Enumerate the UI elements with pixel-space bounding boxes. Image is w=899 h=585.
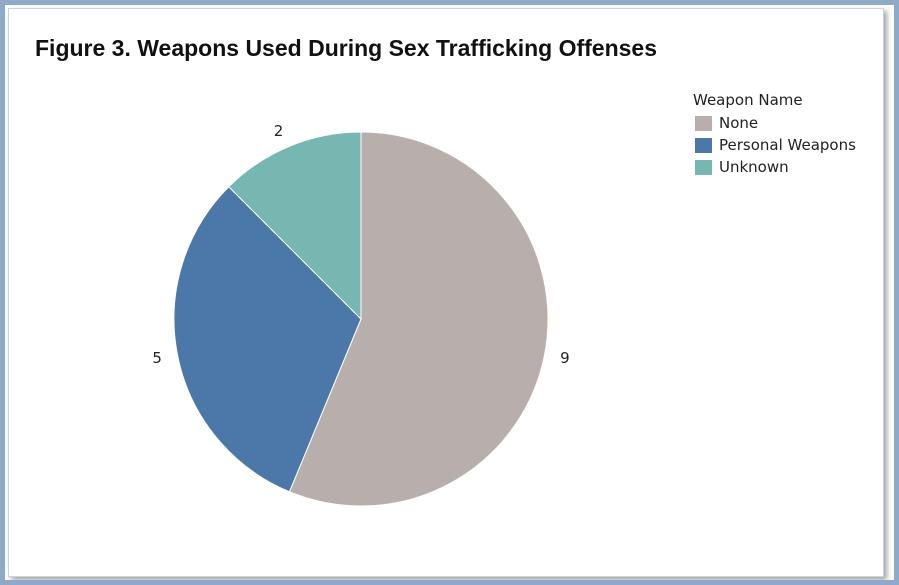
legend-swatch-none: [695, 115, 712, 131]
pie-slice-none: [288, 131, 549, 507]
pie-slice-personal-weapons: [173, 186, 362, 493]
legend: Weapon Name None Personal Weapons Unknow…: [693, 91, 856, 178]
slice-label-none: 9: [560, 349, 570, 367]
pie-chart: 9 5 2: [152, 122, 570, 507]
legend-swatch-unknown: [695, 159, 712, 175]
legend-item-personal-weapons: Personal Weapons: [693, 134, 856, 156]
slice-label-personal-weapons: 5: [152, 349, 162, 367]
legend-item-none: None: [693, 112, 856, 134]
legend-item-unknown: Unknown: [693, 156, 856, 178]
legend-label-personal-weapons: Personal Weapons: [719, 136, 856, 154]
slice-label-unknown: 2: [274, 122, 284, 140]
legend-title: Weapon Name: [693, 91, 803, 109]
chart-title: Figure 3. Weapons Used During Sex Traffi…: [35, 35, 657, 61]
legend-swatch-personal-weapons: [695, 137, 712, 153]
legend-label-unknown: Unknown: [719, 158, 789, 176]
pie-slice-unknown: [228, 131, 362, 321]
legend-label-none: None: [719, 114, 759, 132]
